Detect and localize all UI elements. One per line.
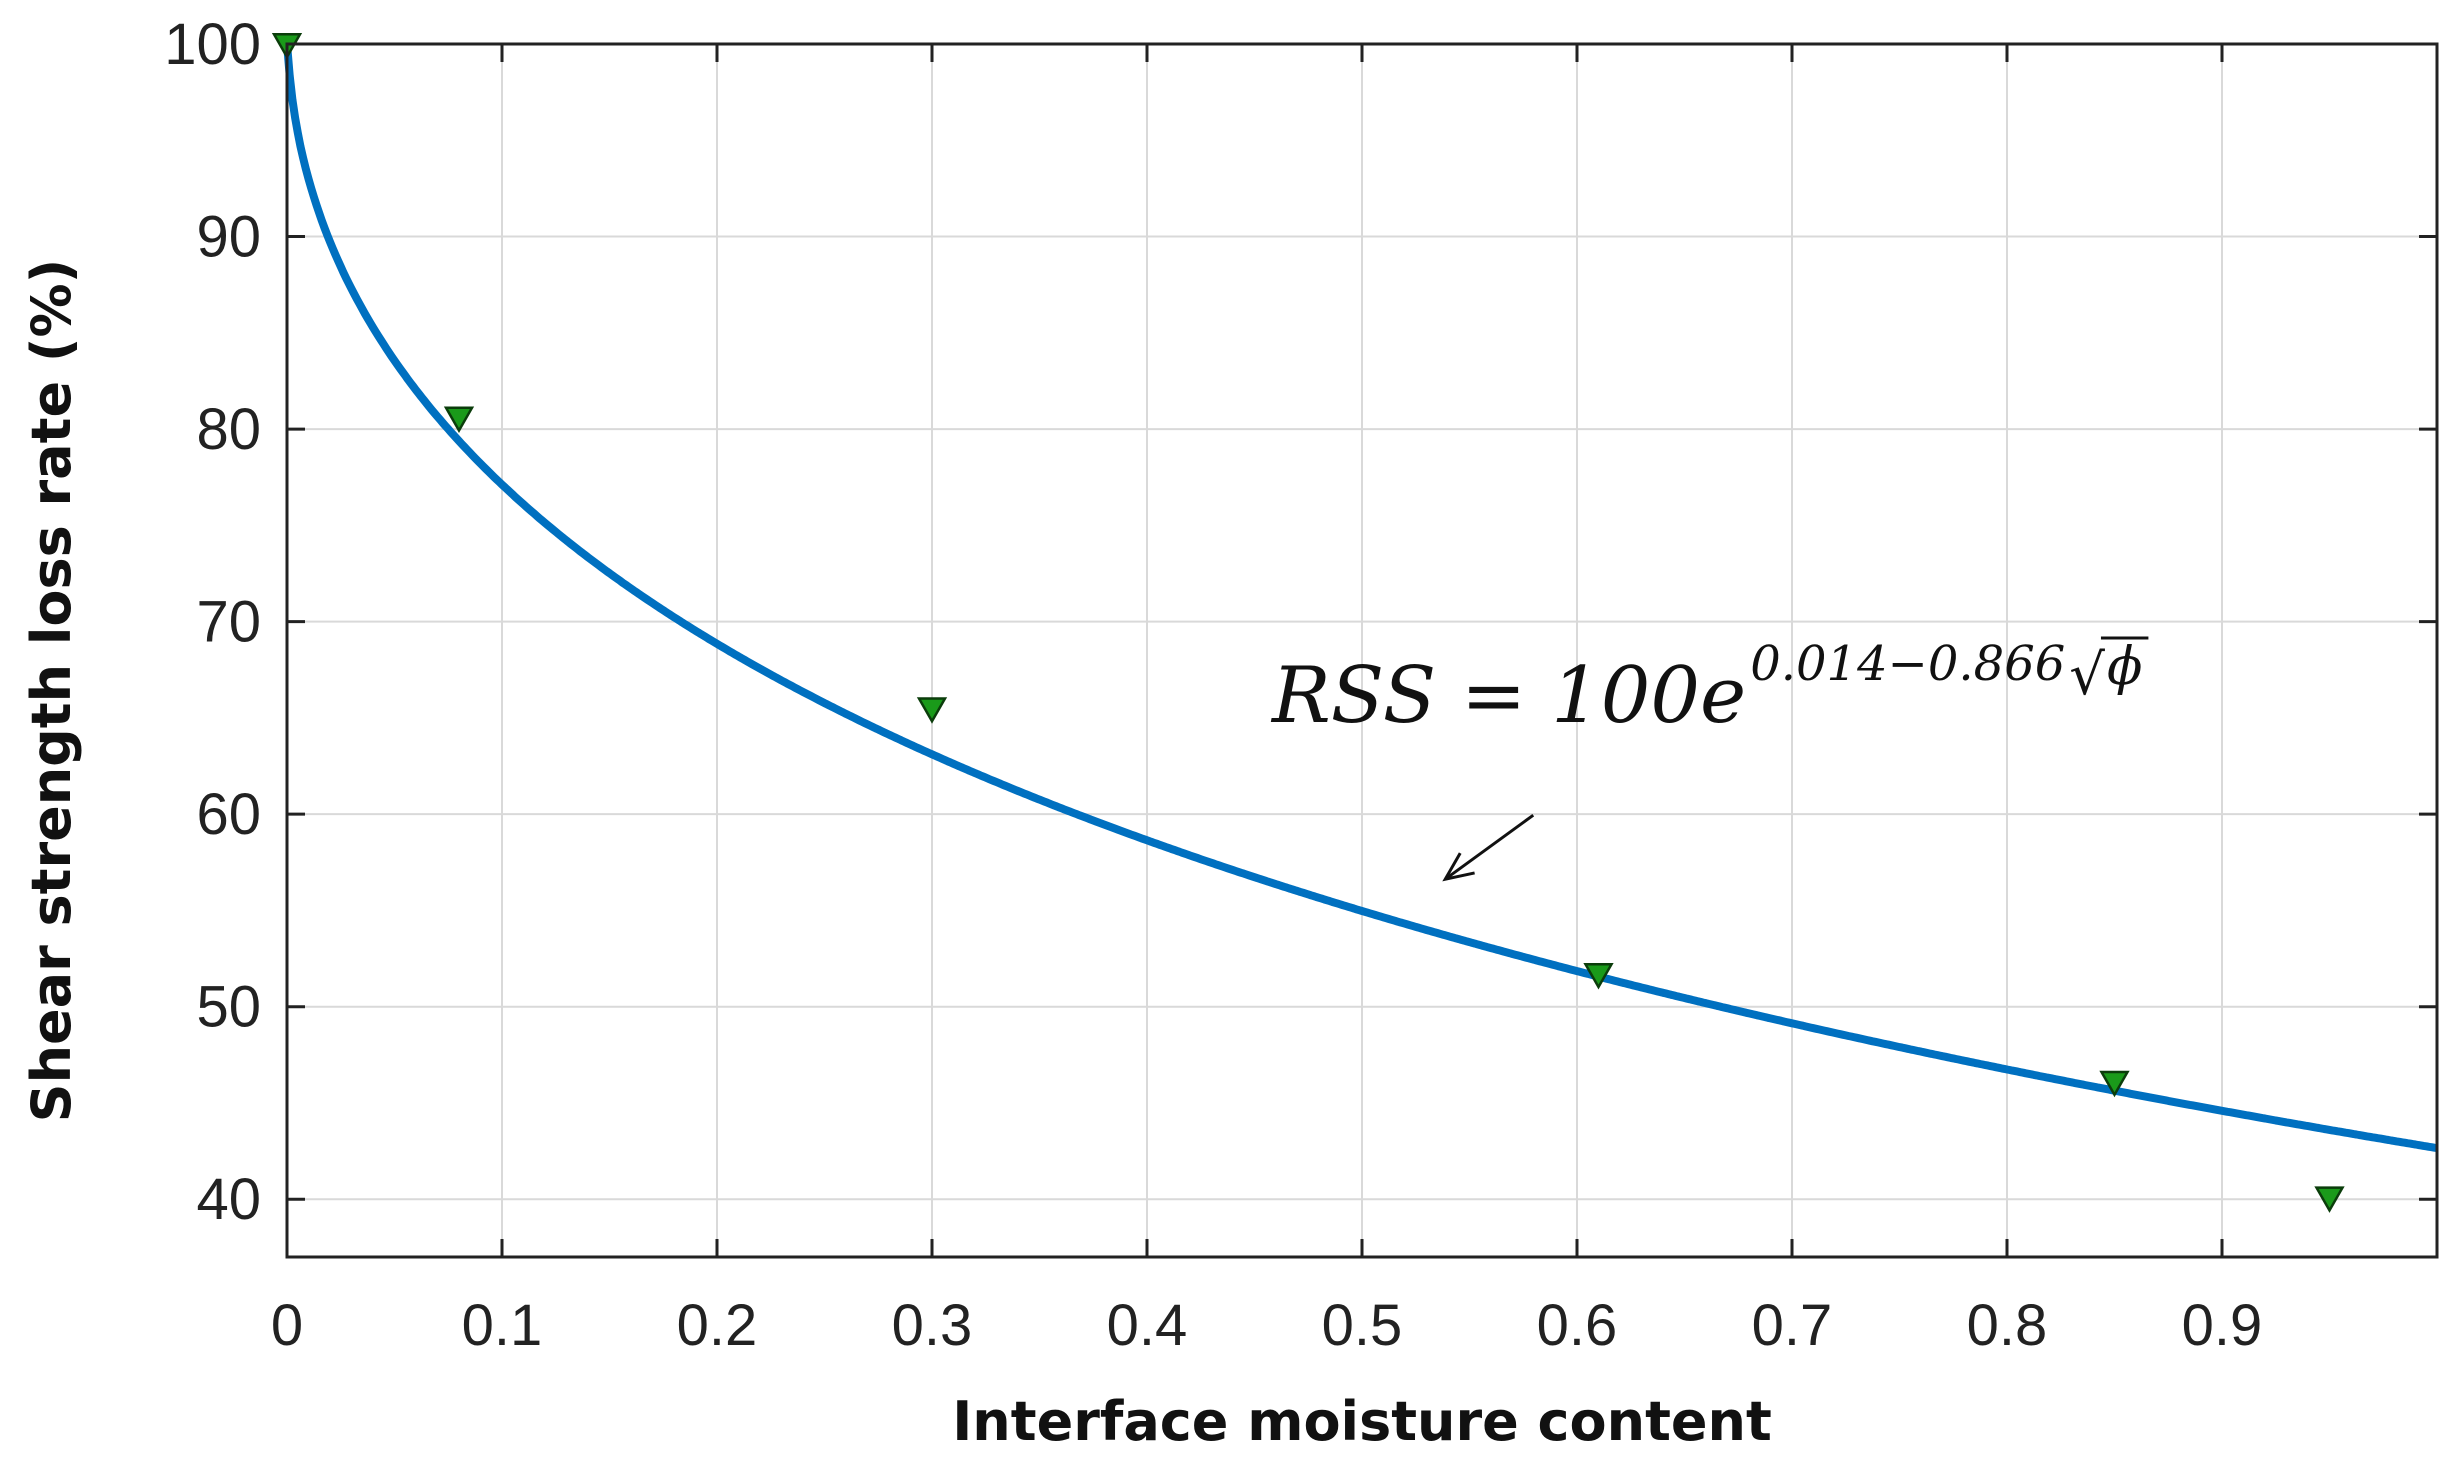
x-tick-label: 0.6 (1537, 1293, 1618, 1358)
x-tick-label: 0.4 (1107, 1293, 1188, 1358)
annotation-arrow (1442, 813, 1535, 882)
data-marker (2099, 1070, 2130, 1098)
fit-equation-annotation: RSS = 100e 0.014−0.866 √ ϕ (1270, 636, 2149, 741)
x-tick-label: 0 (271, 1293, 303, 1358)
x-tick-label: 0.8 (1967, 1293, 2048, 1358)
y-tick-label: 70 (196, 590, 261, 655)
x-tick-label: 0.7 (1752, 1293, 1833, 1358)
equation-radical: √ (2069, 643, 2105, 708)
fit-curve-layer (283, 43, 2439, 1153)
data-marker (2314, 1186, 2345, 1213)
fit-curve (283, 43, 2439, 1153)
x-tick-label: 0.9 (2182, 1293, 2263, 1358)
x-tick-label: 0.5 (1322, 1293, 1403, 1358)
equation-main: RSS = 100e (1270, 651, 1746, 741)
data-marker (1583, 962, 1614, 990)
data-marker (443, 406, 475, 434)
x-tick-label: 0.3 (892, 1293, 973, 1358)
arrow-head (1442, 852, 1475, 882)
y-tick-label: 60 (196, 782, 261, 847)
y-tick-label: 50 (196, 975, 261, 1040)
y-tick-label: 80 (196, 397, 261, 462)
y-tick-label: 40 (196, 1167, 261, 1232)
data-markers (271, 33, 2345, 1213)
data-marker (916, 697, 948, 724)
x-axis-title: Interface moisture content (952, 1390, 1772, 1453)
equation-phi: ϕ (2107, 637, 2142, 697)
arrow-shaft (1444, 813, 1535, 881)
y-tick-label: 100 (164, 12, 261, 77)
x-tick-label: 0.1 (462, 1293, 543, 1358)
grid-lines (287, 44, 2437, 1257)
axis-ticks: 0 0.1 0.2 0.3 0.4 0.5 0.6 0.7 0.8 0.9 40 50 60 70 80 90… (164, 12, 2437, 1358)
equation-exponent: 0.014−0.866 (1750, 636, 2065, 692)
y-axis-title: Shear strength loss rate (%) (20, 259, 83, 1123)
y-tick-label: 90 (196, 205, 261, 270)
x-tick-label: 0.2 (677, 1293, 758, 1358)
